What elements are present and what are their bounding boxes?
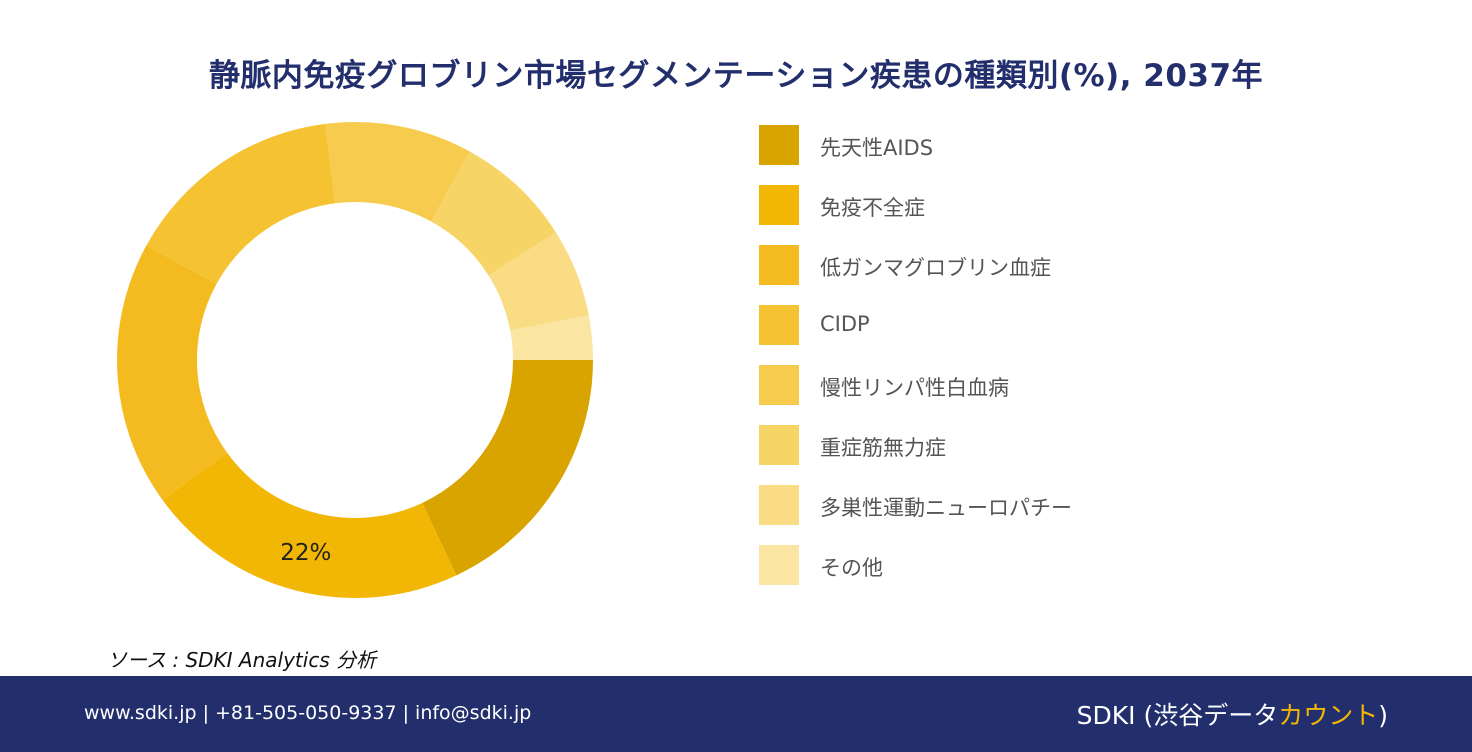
legend-label: CIDP xyxy=(820,312,870,336)
legend-label: 免疫不全症 xyxy=(820,196,925,220)
brand-accent: カウント xyxy=(1278,701,1379,730)
donut-slice xyxy=(422,360,593,576)
donut-chart: 22% xyxy=(116,122,593,598)
donut-slice xyxy=(116,245,228,500)
source-note: ソース : SDKI Analytics 分析 xyxy=(107,648,377,672)
footer-bar: www.sdki.jp | +81-505-050-9337 | info@sd… xyxy=(0,676,1472,752)
donut-slice xyxy=(431,151,556,276)
legend-swatch xyxy=(759,365,799,405)
footer-brand: SDKI (渋谷データカウント) xyxy=(1077,696,1388,732)
brand-main: SDKI (渋谷データ xyxy=(1076,701,1279,730)
legend-label: 多巣性運動ニューロパチー xyxy=(820,496,1072,520)
legend-swatch xyxy=(759,185,799,225)
legend-label: その他 xyxy=(820,556,883,580)
legend-swatch xyxy=(759,305,799,345)
donut-slice xyxy=(325,122,470,222)
brand-close: ) xyxy=(1378,701,1388,730)
legend-swatch xyxy=(759,485,799,525)
legend-swatch xyxy=(759,545,799,585)
footer-contact: www.sdki.jp | +81-505-050-9337 | info@sd… xyxy=(84,702,532,724)
legend-swatch xyxy=(759,125,799,165)
legend-swatch xyxy=(759,425,799,465)
slice-data-label: 22% xyxy=(280,540,331,566)
donut-slice xyxy=(488,232,589,331)
donut-slice xyxy=(510,315,593,360)
donut-slice xyxy=(146,123,336,284)
legend-label: 先天性AIDS xyxy=(820,136,934,160)
legend-label: 低ガンマグロブリン血症 xyxy=(820,256,1051,280)
chart-title: 静脈内免疫グロブリン市場セグメンテーション疾患の種類別(%), 2037年 xyxy=(208,58,1264,94)
legend-label: 重症筋無力症 xyxy=(820,436,946,460)
legend-swatch xyxy=(759,245,799,285)
legend-label: 慢性リンパ性白血病 xyxy=(820,376,1009,400)
donut-slice xyxy=(162,452,457,598)
